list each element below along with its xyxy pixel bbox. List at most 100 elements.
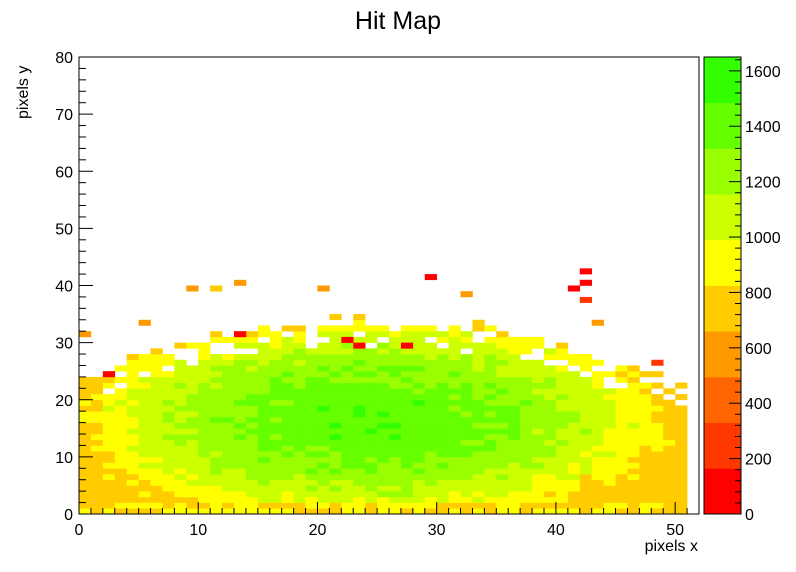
heatmap-cell (138, 508, 151, 515)
heatmap-cell (400, 491, 414, 498)
heatmap-cell (651, 439, 664, 446)
heatmap-cell (138, 405, 151, 412)
heatmap-cell (651, 411, 664, 418)
heatmap-cell (234, 422, 247, 429)
heatmap-cell (257, 462, 271, 469)
heatmap-cell (627, 462, 640, 469)
heatmap-cell (186, 428, 199, 435)
heatmap-cell (329, 371, 342, 378)
heatmap-cell (496, 365, 509, 372)
heatmap-cell (317, 331, 330, 338)
heatmap-cell (508, 474, 521, 481)
heatmap-cell (603, 371, 616, 378)
heatmap-cell (675, 416, 688, 423)
heatmap-cell (579, 376, 592, 383)
heatmap-cell (412, 336, 426, 343)
heatmap-cell (603, 468, 616, 475)
heatmap-cell (269, 336, 282, 343)
heatmap-cell (245, 405, 259, 412)
heatmap-cell (317, 434, 330, 441)
heatmap-cell (603, 394, 616, 401)
heatmap-cell (234, 365, 247, 372)
heatmap-cell (186, 502, 199, 509)
heatmap-cell (496, 462, 509, 469)
heatmap-cell (663, 434, 676, 441)
heatmap-cell (496, 468, 509, 475)
heatmap-cell (186, 445, 199, 452)
heatmap-cell (353, 371, 366, 378)
heatmap-cell (162, 508, 175, 515)
heatmap-cell (508, 336, 521, 343)
heatmap-cell (281, 508, 294, 515)
heatmap-cell (245, 479, 259, 486)
heatmap-cell (102, 434, 116, 441)
heatmap-cell (186, 399, 199, 406)
heatmap-cell (675, 451, 688, 458)
heatmap-cell (591, 371, 604, 378)
heatmap-cell (651, 462, 664, 469)
heatmap-cell (663, 405, 676, 412)
heatmap-cell (508, 491, 521, 498)
heatmap-cell (412, 502, 426, 509)
heatmap-cell (305, 354, 318, 361)
heatmap-cell (579, 411, 592, 418)
heatmap-cell (544, 434, 557, 441)
heatmap-cell (365, 428, 378, 435)
heatmap-cell (579, 434, 592, 441)
heatmap-cell (675, 428, 688, 435)
heatmap-cell (269, 422, 282, 429)
heatmap-cell (365, 491, 378, 498)
heatmap-cell (126, 411, 139, 418)
heatmap-cell (389, 485, 402, 492)
heatmap-cell (615, 388, 628, 395)
heatmap-cell (400, 365, 414, 372)
heatmap-cell (293, 411, 306, 418)
heatmap-cell (102, 456, 116, 463)
heatmap-cell (448, 439, 461, 446)
heatmap-cell (615, 399, 628, 406)
heatmap-cell (615, 405, 628, 412)
heatmap-cell (579, 279, 592, 286)
heatmap-cell (400, 399, 414, 406)
heatmap-cell (377, 445, 390, 452)
heatmap-cell (579, 268, 592, 275)
heatmap-cell (257, 382, 271, 389)
x-tick-label: 20 (309, 522, 327, 539)
heatmap-cell (79, 331, 92, 338)
heatmap-cell (651, 359, 664, 366)
heatmap-cell (400, 456, 414, 463)
heatmap-cell (329, 439, 342, 446)
heatmap-cell (174, 439, 187, 446)
heatmap-cell (365, 399, 378, 406)
heatmap-cell (317, 359, 330, 366)
heatmap-cell (651, 382, 664, 389)
heatmap-cell (245, 474, 259, 481)
heatmap-cell (90, 491, 104, 498)
heatmap-cell (293, 354, 306, 361)
heatmap-cell (281, 394, 294, 401)
heatmap-cell (198, 371, 211, 378)
heatmap-cell (102, 399, 116, 406)
heatmap-cell (90, 474, 104, 481)
heatmap-cell (436, 336, 449, 343)
heatmap-cell (269, 439, 282, 446)
heatmap-cell (341, 479, 354, 486)
heatmap-cell (532, 508, 545, 515)
heatmap-cell (532, 451, 545, 458)
heatmap-cell (496, 342, 509, 349)
heatmap-cell (544, 491, 557, 498)
heatmap-cell (79, 508, 92, 515)
heatmap-cell (508, 451, 521, 458)
heatmap-cell (257, 342, 271, 349)
heatmap-cell (567, 394, 581, 401)
heatmap-cell (79, 428, 92, 435)
colorbar-tick-label: 1200 (745, 175, 781, 192)
heatmap-cell (377, 502, 390, 509)
heatmap-cell (305, 348, 318, 355)
heatmap-cell (341, 428, 354, 435)
heatmap-cell (174, 451, 187, 458)
heatmap-cell (675, 439, 688, 446)
heatmap-cell (472, 474, 485, 481)
heatmap-cell (412, 405, 426, 412)
heatmap-cell (234, 376, 247, 383)
